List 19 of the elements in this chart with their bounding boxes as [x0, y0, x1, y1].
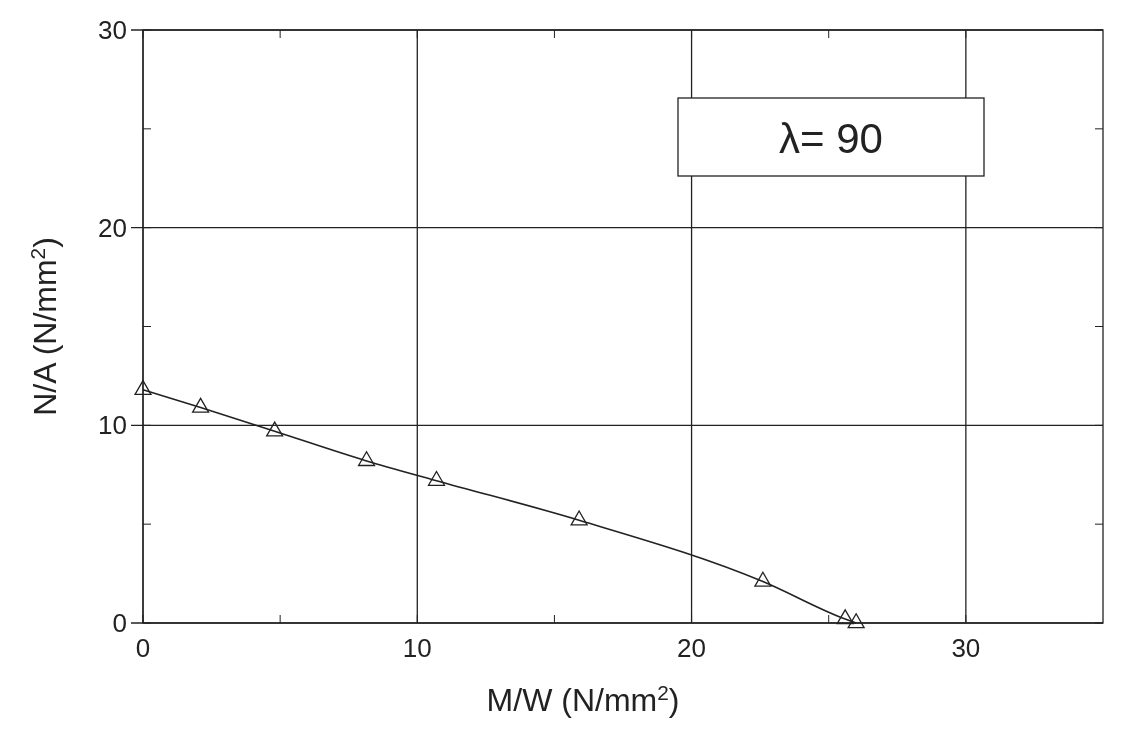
y-tick-label: 10	[98, 410, 127, 441]
y-tick-label: 20	[98, 212, 127, 243]
point	[836, 609, 854, 625]
x-tick-label: 0	[135, 633, 151, 663]
x-tick-label: 20	[677, 633, 707, 663]
point	[847, 613, 865, 629]
annotation: λ= 90	[779, 115, 883, 162]
point	[357, 451, 376, 467]
x-tick-label: 30	[951, 633, 981, 663]
point	[754, 571, 772, 587]
point	[134, 379, 152, 395]
point	[191, 397, 210, 413]
point	[266, 421, 284, 437]
x-axis-title: M/W (N/mm$^{2}$)	[486, 680, 680, 718]
point	[570, 510, 588, 526]
point	[427, 470, 446, 486]
y-tick-label: 30	[98, 15, 127, 45]
y-tick-label: 0	[112, 608, 127, 638]
x-tick-label: 10	[402, 633, 432, 663]
